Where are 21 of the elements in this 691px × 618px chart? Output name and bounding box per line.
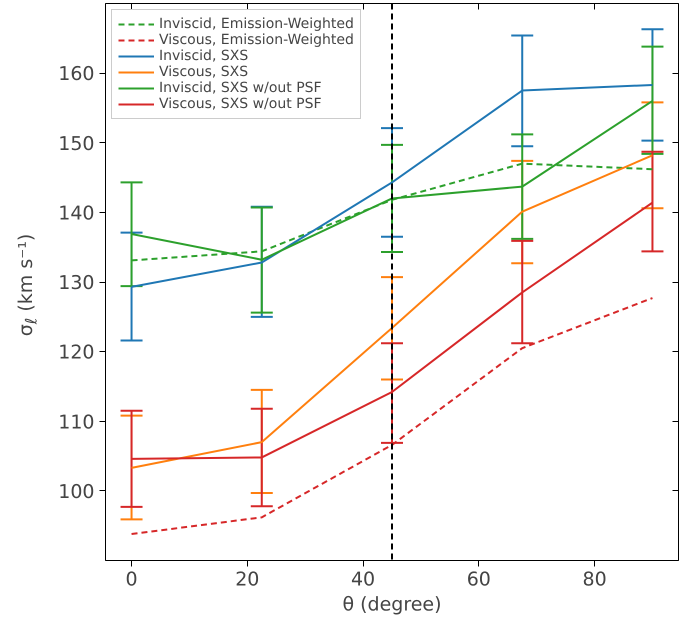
x-tick-label: 60	[466, 568, 491, 590]
y-tick-label: 130	[58, 272, 94, 294]
y-tick-label: 140	[58, 202, 94, 224]
legend-label: Viscous, SXS	[159, 64, 248, 80]
y-tick-label: 160	[58, 63, 94, 86]
legend-label: Viscous, SXS w/out PSF	[159, 96, 322, 112]
x-tick-label: 0	[126, 568, 138, 590]
x-tick-label: 80	[582, 568, 607, 590]
y-tick-label: 100	[58, 480, 94, 503]
y-tick-label: 150	[58, 132, 94, 155]
y-tick-label: 110	[58, 411, 94, 434]
legend-label: Inviscid, Emission-Weighted	[159, 16, 354, 32]
y-tick-label: 120	[58, 342, 94, 364]
x-tick-label: 20	[235, 568, 260, 590]
line-series	[130, 154, 654, 469]
legend-label: Inviscid, SXS	[159, 48, 248, 64]
legend-label: Viscous, Emission-Weighted	[159, 32, 354, 48]
legend-label: Inviscid, SXS w/out PSF	[159, 80, 322, 96]
x-axis-title: θ (degree)	[342, 594, 442, 616]
line-series	[130, 297, 654, 536]
x-tick-label: 40	[350, 568, 376, 590]
